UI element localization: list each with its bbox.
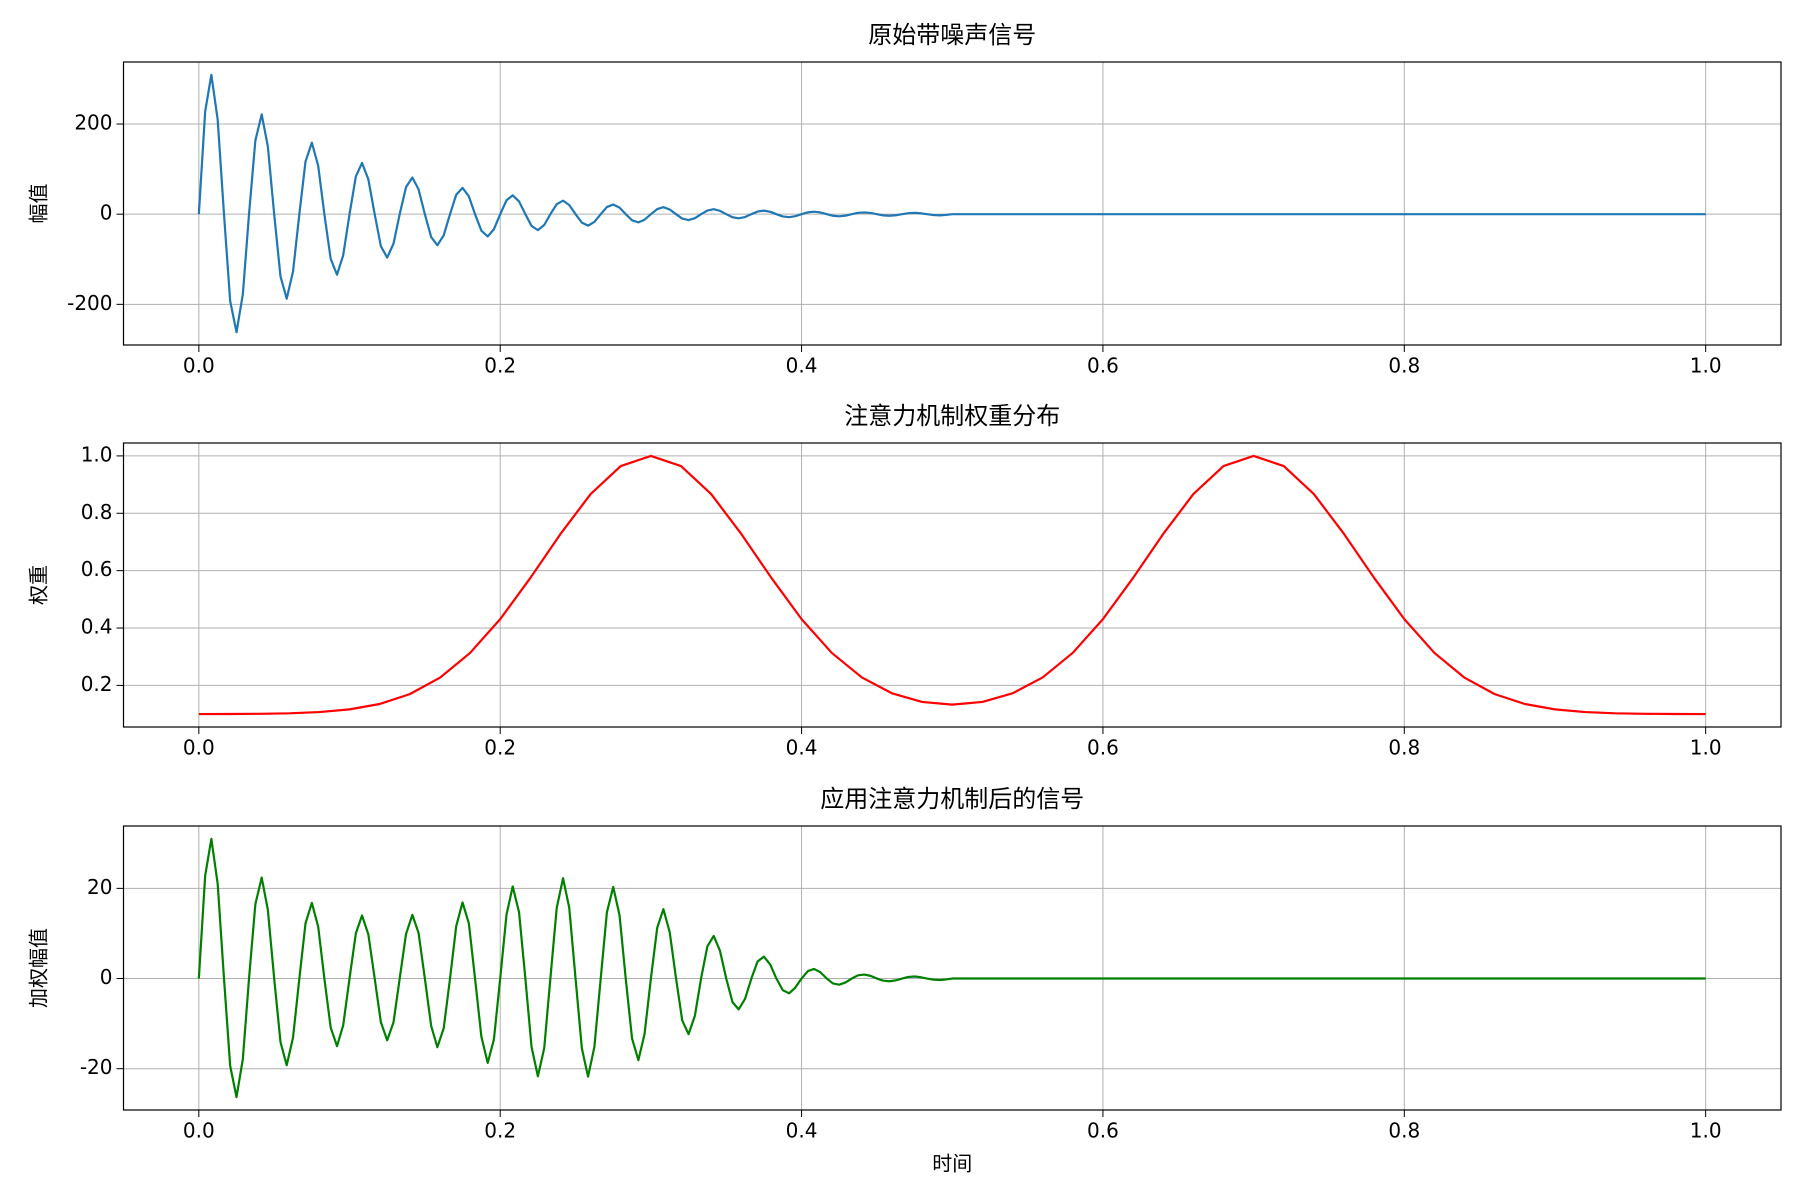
y-tick-label: 0.2: [81, 672, 113, 696]
x-tick-label: 0.0: [183, 354, 215, 378]
y-tick-label: 0: [100, 201, 113, 225]
x-tick-label: 1.0: [1690, 354, 1722, 378]
x-tick-label: 0.8: [1388, 354, 1420, 378]
x-tick-label: 0.0: [183, 1119, 215, 1143]
y-tick-label: 0.4: [81, 615, 113, 639]
axes-frame: [122, 442, 1782, 728]
y-tick-label: 0.6: [81, 557, 113, 581]
x-tick-label: 1.0: [1690, 736, 1722, 760]
axes-frame: [122, 825, 1782, 1111]
y-tick-label: 0: [100, 965, 113, 989]
x-tick-label: 0.8: [1388, 1119, 1420, 1143]
x-tick-label: 0.2: [484, 1119, 516, 1143]
x-tick-label: 0.6: [1087, 736, 1119, 760]
chart-title: 原始带噪声信号: [868, 21, 1036, 49]
x-tick-label: 0.4: [786, 1119, 818, 1143]
data-line: [197, 837, 1706, 1099]
x-tick-label: 0.8: [1388, 736, 1420, 760]
x-tick-label: 0.6: [1087, 1119, 1119, 1143]
y-tick-label: 0.8: [81, 500, 113, 524]
x-tick-label: 0.2: [484, 354, 516, 378]
data-line: [198, 454, 1706, 716]
axes-frame: [122, 61, 1782, 346]
y-axis-label: 权重: [27, 565, 51, 605]
chart-title: 注意力机制权重分布: [844, 402, 1060, 430]
y-axis-label: 加权幅值: [27, 928, 51, 1008]
y-tick-label: 20: [87, 875, 112, 899]
x-axis-label: 时间: [932, 1152, 972, 1176]
chart-title: 应用注意力机制后的信号: [820, 785, 1084, 813]
data-line: [197, 73, 1706, 334]
y-tick-label: -200: [67, 291, 112, 315]
y-tick-label: 1.0: [81, 442, 113, 466]
x-tick-label: 0.4: [786, 354, 818, 378]
y-tick-label: 200: [74, 111, 112, 135]
x-tick-label: 0.2: [484, 736, 516, 760]
y-tick-label: -20: [80, 1055, 113, 1079]
x-tick-label: 0.4: [786, 736, 818, 760]
y-axis-label: 幅值: [27, 184, 51, 224]
x-tick-label: 0.6: [1087, 354, 1119, 378]
x-tick-label: 1.0: [1690, 1119, 1722, 1143]
x-tick-label: 0.0: [183, 736, 215, 760]
